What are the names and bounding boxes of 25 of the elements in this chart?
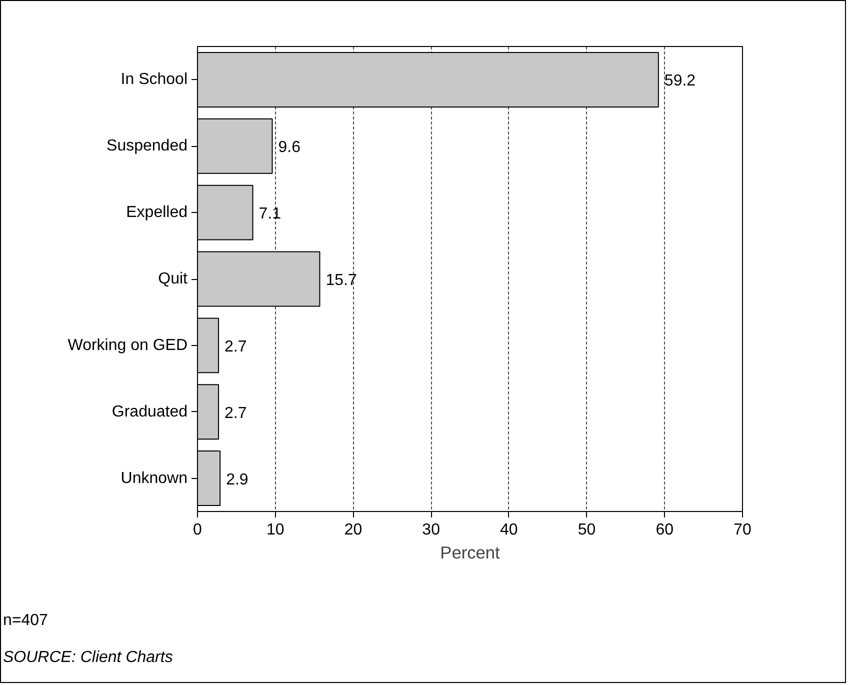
x-tick-label: 60	[656, 522, 674, 538]
y-tick-label: Working on GED	[68, 336, 188, 354]
x-tick-label: 20	[344, 522, 362, 538]
x-axis-title: Percent	[440, 542, 500, 562]
y-tick-label: In School	[120, 71, 188, 88]
data-label: 9.6	[278, 139, 301, 156]
x-tick-label: 40	[500, 522, 518, 538]
data-label: 7.1	[258, 206, 282, 223]
text: n=407	[3, 611, 48, 631]
data-label: 59.2	[664, 72, 696, 90]
y-tick-label: Expelled	[126, 204, 188, 222]
x-tick-label: 30	[422, 522, 440, 538]
data-label: 15.7	[326, 272, 357, 289]
data-label: 2.9	[226, 471, 248, 488]
data-label: 2.7	[224, 338, 247, 356]
source-note: SOURCE: Client Charts	[3, 648, 173, 668]
y-tick-label: Unknown	[120, 470, 188, 487]
y-tick-label: Quit	[158, 270, 188, 288]
x-tick-label: 0	[193, 522, 202, 538]
data-label: 2.7	[224, 404, 247, 422]
x-tick-label: 10	[266, 522, 284, 538]
x-tick-label: 70	[734, 522, 752, 538]
x-tick-label: 50	[578, 522, 596, 538]
y-tick-label: Suspended	[106, 138, 188, 155]
y-tick-label: Graduated	[112, 403, 188, 420]
